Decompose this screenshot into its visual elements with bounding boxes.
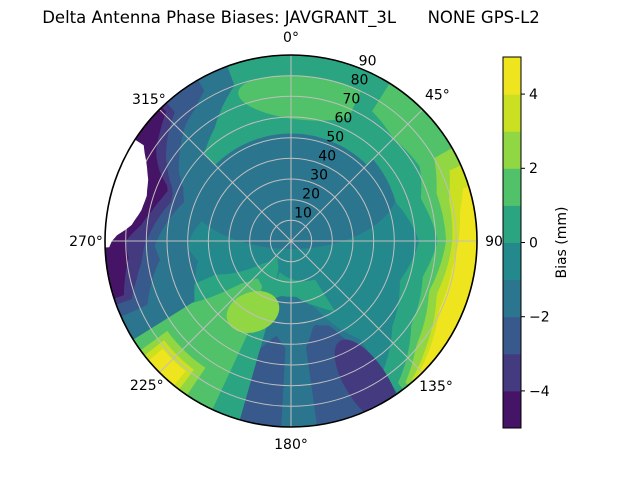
sw-blob-region — [226, 291, 280, 333]
angle-label-90: 90 — [485, 234, 503, 250]
colorbar-ticklabel-1: 2 — [529, 161, 538, 177]
angle-label-45: 45° — [425, 88, 450, 104]
grid-spoke-45 — [290, 109, 423, 242]
angle-label-180: 180° — [274, 437, 308, 453]
colorbar-ticks: 4 2 0 −2 −4 — [521, 87, 550, 400]
chart-title: Delta Antenna Phase Biases: JAVGRANT_3L … — [42, 8, 540, 27]
radial-label-80: 80 — [351, 73, 369, 89]
radial-label-30: 30 — [310, 168, 328, 184]
radial-label-50: 50 — [326, 130, 344, 146]
grid-spoke-225 — [159, 240, 292, 373]
colorbar-band-4 — [503, 242, 521, 281]
angle-label-225: 225° — [130, 378, 164, 394]
colorbar-band-1 — [503, 353, 521, 392]
radial-label-40: 40 — [318, 149, 336, 165]
colorbar-band-7 — [503, 131, 521, 169]
colorbar-ticklabel-0: 4 — [529, 87, 538, 103]
angle-tick-labels: 0° 45° 90 135° 180° 225° 270° 315° — [69, 30, 503, 453]
colorbar-band-5 — [503, 205, 521, 243]
grid-spoke-315 — [159, 109, 292, 242]
angle-label-315: 315° — [132, 92, 166, 108]
colorbar-bands — [503, 57, 521, 429]
grid-spoke-135 — [290, 240, 423, 373]
radial-label-70: 70 — [342, 92, 360, 108]
angle-label-270: 270° — [69, 234, 103, 250]
angle-label-0: 0° — [283, 30, 299, 46]
colorbar-band-8 — [503, 94, 521, 132]
colorbar-band-9 — [503, 57, 521, 95]
no-data-region — [105, 137, 149, 248]
colorbar-band-0 — [503, 390, 521, 429]
radial-label-90: 90 — [359, 54, 377, 70]
radial-tick-labels: 10 20 30 40 50 60 70 80 90 — [294, 54, 376, 222]
sw-band-4-region — [146, 348, 186, 388]
colorbar-band-3 — [503, 279, 521, 318]
radial-label-20: 20 — [302, 187, 320, 203]
colorbar-ticklabel-2: 0 — [529, 235, 538, 251]
colorbar-ticklabel-4: −4 — [529, 384, 550, 400]
colorbar: 4 2 0 −2 −4 Bias (mm) — [502, 56, 570, 429]
polar-outline — [104, 54, 478, 428]
radial-label-60: 60 — [334, 111, 352, 127]
colorbar-band-2 — [503, 316, 521, 355]
colorbar-band-6 — [503, 168, 521, 206]
radial-label-10: 10 — [294, 206, 312, 222]
colorbar-label: Bias (mm) — [554, 206, 570, 278]
no-data-mask — [105, 137, 149, 248]
east-band-4-region — [415, 186, 477, 381]
angle-label-135: 135° — [419, 379, 453, 395]
north-arc-region — [238, 75, 370, 121]
polar-grid — [105, 55, 477, 427]
colorbar-ticklabel-3: −2 — [529, 310, 550, 326]
